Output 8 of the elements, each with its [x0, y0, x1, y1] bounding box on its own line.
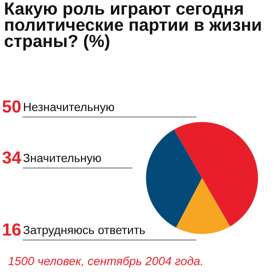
slice-label: Затрудняюсь ответить — [23, 226, 145, 237]
data-label: 34 — [2, 151, 22, 164]
data-label: 16 — [3, 223, 21, 236]
data-label: 50 — [2, 100, 21, 113]
text: 1500 человек, сентябрь 2004 года. — [8, 256, 202, 268]
slice-label: Незначительную — [24, 102, 114, 114]
slice-label: Значительную — [23, 154, 101, 164]
chart-title: Какую роль играют сегодня политические партии в жизни страны? (%) — [4, 2, 261, 51]
